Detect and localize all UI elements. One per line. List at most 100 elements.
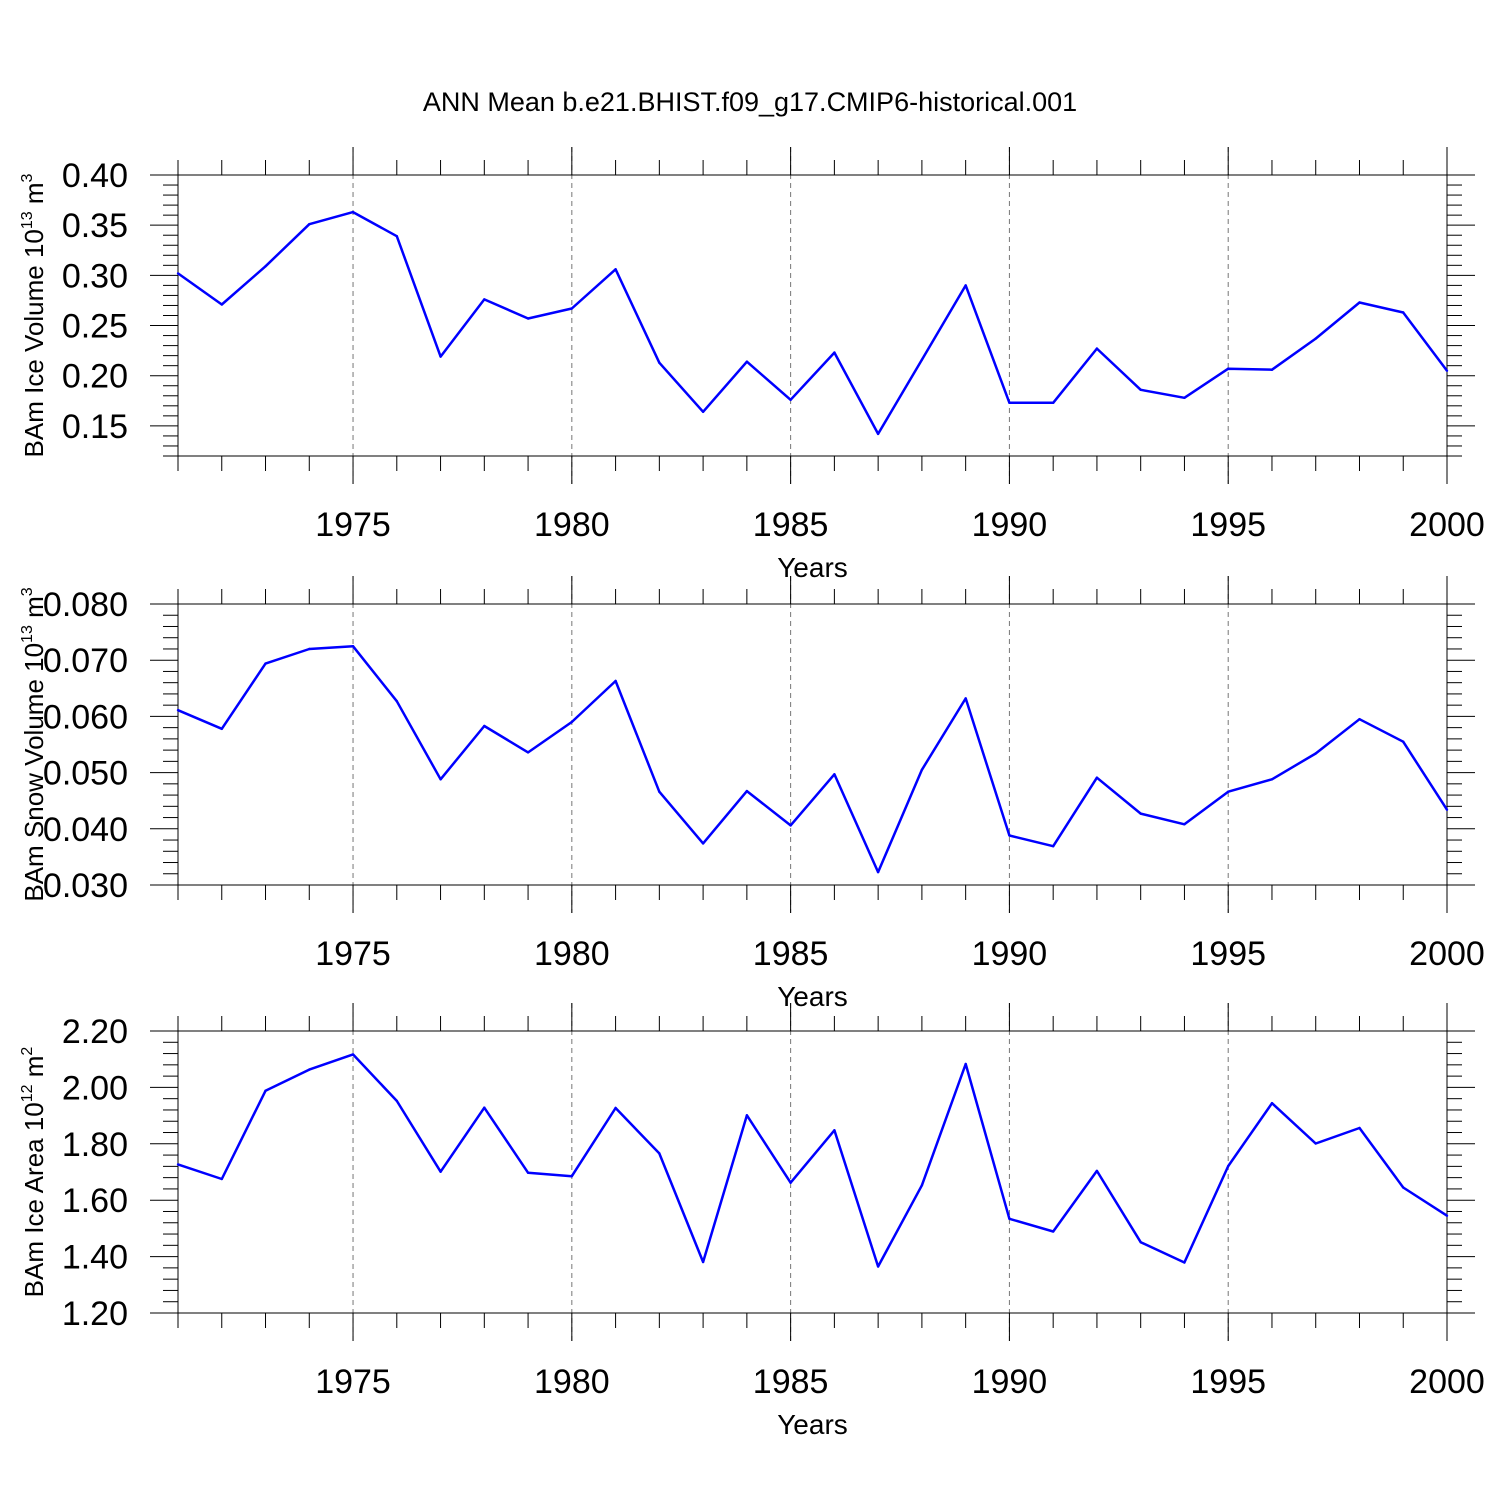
x-tick-label: 1990 <box>972 935 1048 973</box>
data-point <box>876 432 880 436</box>
x-tick-label: 1985 <box>753 1363 829 1401</box>
data-point <box>833 351 836 354</box>
data-point <box>308 223 311 226</box>
data-point <box>701 410 705 413</box>
data-point <box>745 360 749 363</box>
y-axis-label-unit-exponent: 3 <box>19 173 36 182</box>
data-point <box>264 662 267 665</box>
chart-panel-2: 0.080 0.070 0.060 0.050 0.040 0.030 1975 1980 19… <box>19 576 1485 1012</box>
y-tick-label: 2.20 <box>62 1013 128 1051</box>
y-axis-label-unit-exponent: 3 <box>19 587 36 596</box>
y-tick-label: 0.15 <box>62 408 128 446</box>
data-point <box>483 1106 486 1109</box>
data-point <box>1402 740 1405 743</box>
data-point <box>876 870 880 874</box>
data-point <box>1314 337 1317 340</box>
y-tick-label: 1.20 <box>62 1295 128 1333</box>
y-tick-label: 0.35 <box>62 207 128 245</box>
y-tick-label: 0.20 <box>62 358 128 396</box>
data-point <box>1227 790 1230 793</box>
data-point <box>1183 396 1186 399</box>
x-tick-label: 1985 <box>753 506 829 544</box>
x-tick-label: 1975 <box>315 1363 391 1401</box>
x-tick-label: 2000 <box>1409 506 1485 544</box>
data-point <box>1139 388 1142 391</box>
y-tick-label: 0.040 <box>43 811 128 849</box>
x-tick-label: 2000 <box>1409 1363 1485 1401</box>
data-point <box>1270 778 1274 781</box>
data-point <box>614 679 617 683</box>
data-point <box>833 773 836 776</box>
x-tick-label: 1980 <box>534 506 610 544</box>
x-tick-label: 1995 <box>1190 935 1266 973</box>
plot-frame <box>177 1030 1448 1314</box>
data-point <box>920 768 924 771</box>
series-line <box>177 1053 1448 1268</box>
x-tick-label: 2000 <box>1409 935 1485 973</box>
series-line <box>177 210 1448 436</box>
data-point <box>483 724 486 728</box>
x-tick-label: 1985 <box>753 935 829 973</box>
plot-frame <box>177 603 1448 886</box>
y-tick-label: 0.080 <box>43 586 128 624</box>
y-axis-label-main: BAm Snow Volume 10 <box>19 643 49 902</box>
chart-panel-1: 0.40 0.35 0.30 0.25 0.20 0.15 1975 1980 1985 1990… <box>19 147 1485 583</box>
y-tick-label: 0.030 <box>43 867 128 905</box>
data-point <box>1314 1142 1317 1145</box>
data-point <box>964 284 967 287</box>
y-tick-label: 0.30 <box>62 257 128 295</box>
plot-frame <box>177 174 1448 457</box>
y-axis-label-unit: m <box>19 182 49 211</box>
y-axis-label-unit: m <box>19 1056 49 1085</box>
y-axis-label: BAm Ice Area 1012 m2 <box>19 1047 49 1298</box>
data-point <box>1445 808 1449 811</box>
y-axis-label-unit-exponent: 2 <box>19 1047 36 1056</box>
x-axis-label: Years <box>777 552 848 583</box>
x-tick-label: 1975 <box>315 935 391 973</box>
data-point <box>1402 311 1405 314</box>
y-tick-label: 1.60 <box>62 1182 128 1220</box>
data-point <box>1139 812 1142 815</box>
y-axis-label-main: BAm Ice Area 10 <box>19 1102 49 1297</box>
y-axis-label: BAm Ice Volume 1013 m3 <box>19 173 49 457</box>
data-point <box>1402 1186 1405 1189</box>
data-point <box>964 697 967 700</box>
y-axis-label-exponent: 13 <box>19 211 36 229</box>
data-point <box>658 1152 661 1155</box>
y-tick-label: 0.060 <box>43 698 128 736</box>
data-point <box>1183 1261 1186 1264</box>
data-point <box>1095 347 1099 350</box>
data-point <box>1095 776 1099 779</box>
data-point <box>701 842 705 845</box>
chart-panel-3: 2.20 2.00 1.80 1.60 1.40 1.20 1975 1980 1985 1990… <box>19 1003 1485 1440</box>
data-point <box>1139 1241 1142 1244</box>
y-tick-label: 1.40 <box>62 1239 128 1277</box>
data-point <box>176 1163 180 1166</box>
data-point <box>833 1129 836 1132</box>
data-point <box>1052 845 1055 848</box>
y-tick-label: 0.050 <box>43 755 128 793</box>
y-axis-label-exponent: 13 <box>19 625 36 643</box>
data-point <box>920 358 924 361</box>
data-point <box>1358 718 1361 721</box>
x-tick-label: 1990 <box>972 506 1048 544</box>
x-tick-label: 1990 <box>972 1363 1048 1401</box>
data-point <box>1008 401 1011 404</box>
data-point <box>1270 1102 1274 1105</box>
data-point <box>351 1053 355 1056</box>
data-point <box>920 1184 924 1187</box>
series-line <box>177 644 1449 874</box>
data-point <box>220 303 223 306</box>
data-point <box>745 789 749 793</box>
x-axis-label: Years <box>777 1409 848 1440</box>
y-tick-label: 2.00 <box>62 1069 128 1107</box>
data-point <box>526 317 530 320</box>
data-point <box>1314 752 1317 755</box>
data-point <box>1358 301 1361 304</box>
data-point <box>1095 1169 1099 1173</box>
data-point <box>395 700 398 703</box>
y-tick-label: 1.80 <box>62 1126 128 1164</box>
panels: 0.40 0.35 0.30 0.25 0.20 0.15 1975 1980 1985 1990… <box>19 147 1485 1440</box>
data-point <box>351 210 355 214</box>
